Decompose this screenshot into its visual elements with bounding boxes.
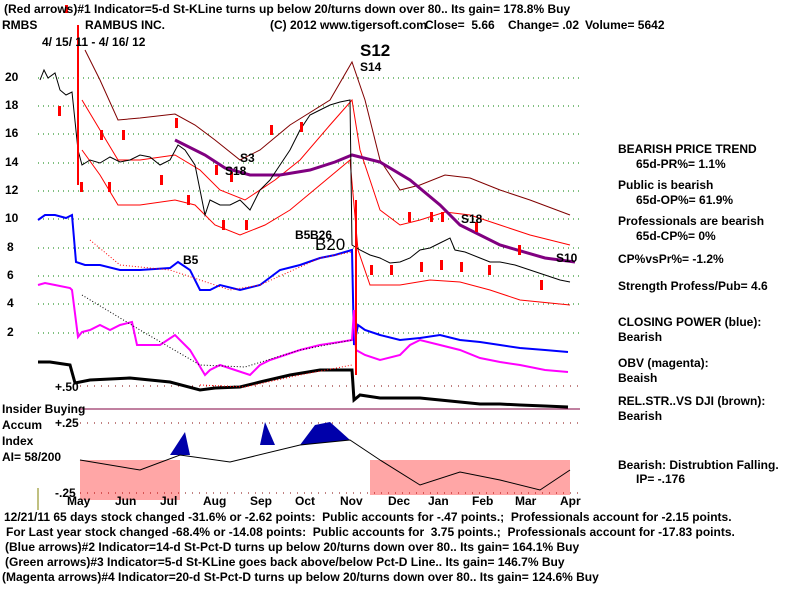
x-tick-nov: Nov — [340, 494, 363, 508]
x-tick-mar: Mar — [515, 494, 537, 508]
price-line — [39, 68, 571, 283]
signal-s18-jan: S18 — [461, 212, 483, 226]
relstr-trend — [199, 364, 353, 388]
pros-sentiment: Professionals are bearish — [618, 214, 765, 228]
signal-s12: S12 — [360, 41, 391, 60]
distribution-text: Bearish: Distrubtion Falling. — [618, 458, 779, 472]
signal-b5-jul: B5 — [183, 253, 199, 267]
y-tick-6: 6 — [7, 268, 14, 282]
accum-ma — [79, 439, 571, 491]
y-tick-14: 14 — [5, 155, 19, 169]
y-tick-16: 16 — [5, 126, 19, 140]
obv-label: OBV (magenta): — [618, 356, 709, 370]
pr-value: 65d-PR%= 1.1% — [636, 157, 726, 171]
ai-value: AI= 58/200 — [2, 450, 62, 464]
x-tick-jun: Jun — [115, 494, 137, 508]
close-value: Close= 5.66 — [425, 18, 495, 32]
y-tick-10: 10 — [5, 211, 19, 225]
signal-s10: S10 — [556, 251, 578, 265]
signal-s18-aug: S18 — [225, 164, 247, 178]
y-tick-20: 20 — [5, 70, 19, 84]
cpvspr-value: CP%vsPr%= -1.2% — [618, 252, 724, 266]
x-tick-may: May — [67, 494, 91, 508]
price-gridlines — [38, 77, 580, 334]
y-tick-8: 8 — [7, 240, 14, 254]
y-tick-2: 2 — [7, 325, 14, 339]
cp-value: 65d-CP%= 0% — [636, 229, 716, 243]
closing-power-line — [37, 213, 569, 353]
x-tick-sep: Sep — [250, 494, 273, 508]
x-tick-jan: Jan — [428, 494, 449, 508]
insider-buying-label: Insider Buying — [2, 402, 86, 416]
closing-power-label: CLOSING POWER (blue): — [618, 315, 762, 329]
company-name: RAMBUS INC. — [85, 18, 165, 32]
index-label: Index — [2, 434, 34, 448]
lower-band — [81, 149, 571, 306]
signal-b26: B26 — [310, 228, 333, 242]
accum-plus25: +.25 — [55, 416, 79, 430]
footer-line-1: 12/21/11 65 days stock changed -31.6% or… — [4, 510, 732, 524]
change-value: Change= .02 — [508, 18, 580, 32]
signal-b20: B20 — [315, 235, 346, 254]
obv-value: Beaish — [618, 371, 658, 385]
x-tick-oct: Oct — [295, 494, 316, 508]
signal-b5-oct: B5 — [295, 228, 311, 242]
footer-line-3: (Blue arrows)#2 Indicator=14-d St-Pct-D … — [5, 540, 580, 554]
moving-average — [174, 138, 576, 264]
y-tick-4: 4 — [7, 296, 14, 310]
ip-value: IP= -.176 — [636, 472, 686, 486]
x-tick-jul: Jul — [160, 494, 178, 508]
y-tick-18: 18 — [5, 98, 19, 112]
obv-trend — [81, 294, 353, 368]
closing-power-value: Bearish — [618, 330, 663, 344]
trend-title: BEARISH PRICE TREND — [618, 142, 757, 156]
signal-s14: S14 — [360, 60, 382, 74]
date-range: 4/ 15/ 11 - 4/ 16/ 12 — [42, 35, 146, 49]
x-tick-aug: Aug — [203, 494, 227, 508]
footer-line-5: (Magenta arrows)#4 Indicator=20-d St-Pct… — [2, 570, 599, 584]
x-tick-feb: Feb — [472, 494, 494, 508]
relstr-value: Bearish — [618, 409, 663, 423]
public-sentiment: Public is bearish — [618, 178, 714, 192]
signal-s3: S3 — [240, 151, 255, 165]
outer-band-upper — [84, 49, 571, 216]
op-value: 65d-OP%= 61.9% — [636, 193, 734, 207]
accum-plus50: +.50 — [55, 380, 79, 394]
accum-histogram — [80, 422, 570, 500]
cp-trend — [89, 239, 353, 291]
obv-line — [37, 281, 569, 377]
volume-value: Volume= 5642 — [585, 18, 665, 32]
indicator1-text: (Red arrows)#1 Indicator=5-d St-KLine tu… — [4, 2, 571, 16]
relstr-label: REL.STR..VS DJI (brown): — [618, 394, 766, 408]
x-tick-apr: Apr — [560, 494, 581, 508]
strength-value: Strength Profess/Pub= 4.6 — [618, 279, 768, 293]
ticker: RMBS — [2, 18, 38, 32]
footer-line-2: For Last year stock changed -68.4% or -1… — [6, 525, 735, 539]
accum-minus25: -.25 — [55, 486, 76, 500]
upper-band — [81, 98, 571, 246]
y-tick-12: 12 — [5, 183, 19, 197]
copyright: (C) 2012 www.tigersoft.com — [270, 18, 427, 32]
footer-line-4: (Green arrows)#3 Indicator=5-d St-KLine … — [5, 555, 565, 569]
signal-arrows — [58, 5, 543, 290]
x-tick-dec: Dec — [388, 494, 411, 508]
relstr-line — [38, 360, 569, 409]
accum-label: Accum — [2, 418, 43, 432]
